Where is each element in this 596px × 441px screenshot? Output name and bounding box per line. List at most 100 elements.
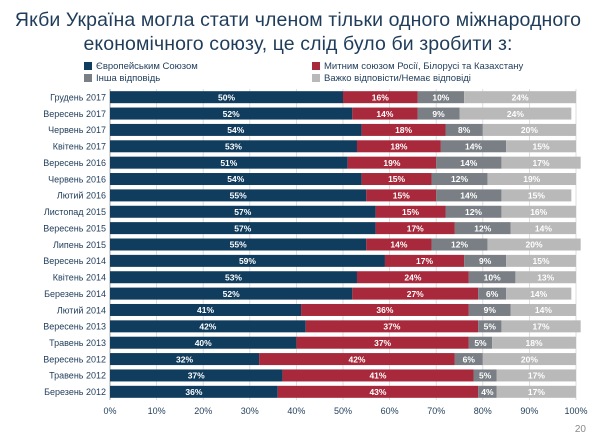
category-label: Квітень 2014 — [53, 273, 106, 283]
bar-segment-cu — [356, 271, 469, 284]
category-label: Червень 2016 — [48, 174, 106, 184]
bar-segment-dk — [464, 91, 576, 104]
legend-swatch-other — [84, 74, 92, 82]
data-label-cu: 36% — [376, 305, 393, 315]
data-label-dk: 17% — [528, 387, 545, 397]
data-label-other: 14% — [460, 158, 477, 168]
bar-segment-cu — [352, 107, 418, 120]
data-label-eu: 55% — [230, 240, 247, 250]
bar-segment-other — [468, 271, 516, 284]
bar-segment-eu — [110, 336, 297, 349]
bar-segment-other — [478, 320, 502, 333]
bar-segment-other — [454, 222, 511, 235]
data-label-eu: 55% — [230, 191, 247, 201]
bar-segment-eu — [110, 173, 362, 186]
legend-swatch-hard-to-say — [312, 74, 320, 82]
data-label-other: 12% — [474, 223, 491, 233]
bar-segment-eu — [110, 303, 302, 316]
bar-segment-other — [478, 287, 507, 300]
bar-segment-dk — [501, 205, 576, 218]
data-label-dk: 14% — [535, 305, 552, 315]
data-label-eu: 57% — [234, 223, 251, 233]
page-number: 20 — [574, 424, 586, 435]
data-label-cu: 15% — [402, 207, 419, 217]
bar-segment-dk — [506, 254, 576, 267]
data-label-other: 14% — [460, 191, 477, 201]
bar-segment-cu — [375, 205, 446, 218]
bar-segment-other — [417, 91, 465, 104]
category-label: Березень 2012 — [44, 387, 106, 397]
bar-segment-other — [431, 173, 488, 186]
category-label: Грудень 2017 — [50, 92, 106, 102]
data-label-other: 5% — [479, 371, 492, 381]
bar-segment-other — [464, 254, 507, 267]
bar-segment-other — [454, 353, 483, 366]
legend-label-customs-union: Митним союзом Росії, Білорусі та Казахст… — [324, 61, 524, 72]
category-label: Березень 2014 — [44, 289, 106, 299]
data-label-eu: 53% — [225, 141, 242, 151]
data-label-dk: 15% — [528, 191, 545, 201]
category-label: Вересень 2013 — [43, 322, 106, 332]
data-label-cu: 43% — [369, 387, 386, 397]
bar-segment-dk — [482, 123, 576, 136]
data-label-cu: 37% — [383, 322, 400, 332]
data-label-other: 8% — [458, 125, 471, 135]
data-label-other: 6% — [486, 289, 499, 299]
data-label-dk: 20% — [526, 240, 543, 250]
x-tick-label: 90% — [520, 406, 538, 416]
bar-segment-other — [436, 189, 502, 202]
bar-segment-cu — [366, 189, 437, 202]
category-label: Вересень 2016 — [43, 158, 106, 168]
legend-item-hard-to-say: Важко відповісти/Немає відповіді — [312, 73, 471, 84]
bar-segment-dk — [510, 303, 576, 316]
x-tick-label: 60% — [381, 406, 399, 416]
x-tick-label: 40% — [287, 406, 305, 416]
data-label-dk: 20% — [521, 354, 538, 364]
bar-segment-dk — [506, 287, 572, 300]
data-label-eu: 37% — [188, 371, 205, 381]
data-label-cu: 37% — [374, 338, 391, 348]
data-label-dk: 14% — [530, 289, 547, 299]
category-label: Лютий 2014 — [57, 305, 106, 315]
legend-item-eu: Європейським Союзом — [84, 61, 198, 72]
data-label-other: 10% — [484, 272, 501, 282]
data-label-eu: 52% — [223, 109, 240, 119]
data-label-dk: 24% — [512, 92, 529, 102]
bar-segment-eu — [110, 205, 376, 218]
data-label-eu: 54% — [227, 125, 244, 135]
data-label-other: 12% — [465, 207, 482, 217]
data-label-dk: 24% — [507, 109, 524, 119]
x-tick-label: 30% — [241, 406, 259, 416]
bar-segment-eu — [110, 91, 343, 104]
bar-segment-dk — [496, 385, 576, 398]
category-label: Червень 2017 — [48, 125, 106, 135]
data-label-cu: 18% — [395, 125, 412, 135]
data-label-eu: 36% — [185, 387, 202, 397]
bar-segment-dk — [459, 107, 572, 120]
bar-segment-eu — [110, 156, 348, 169]
bar-segment-eu — [110, 320, 306, 333]
bar-segment-eu — [110, 287, 353, 300]
data-label-cu: 17% — [407, 223, 424, 233]
legend-label-eu: Європейським Союзом — [96, 61, 198, 72]
data-label-other: 9% — [484, 305, 497, 315]
bar-segment-other — [445, 205, 502, 218]
data-label-cu: 14% — [376, 109, 393, 119]
legend-label-other: Інша відповідь — [96, 73, 161, 84]
data-label-dk: 15% — [533, 256, 550, 266]
bar-segment-other — [440, 140, 507, 153]
bar-segment-cu — [301, 303, 469, 316]
x-tick-label: 0% — [103, 406, 116, 416]
bar-segment-eu — [110, 271, 357, 284]
bar-segment-eu — [110, 238, 367, 251]
data-label-eu: 41% — [197, 305, 214, 315]
legend: Європейським Союзом Митним союзом Росії,… — [84, 61, 584, 85]
legend-item-customs-union: Митним союзом Росії, Білорусі та Казахст… — [312, 61, 523, 72]
bar-segment-dk — [515, 271, 576, 284]
bar-segment-eu — [110, 140, 357, 153]
data-label-dk: 17% — [528, 371, 545, 381]
data-label-eu: 57% — [234, 207, 251, 217]
data-label-other: 9% — [432, 109, 445, 119]
data-label-eu: 40% — [195, 338, 212, 348]
